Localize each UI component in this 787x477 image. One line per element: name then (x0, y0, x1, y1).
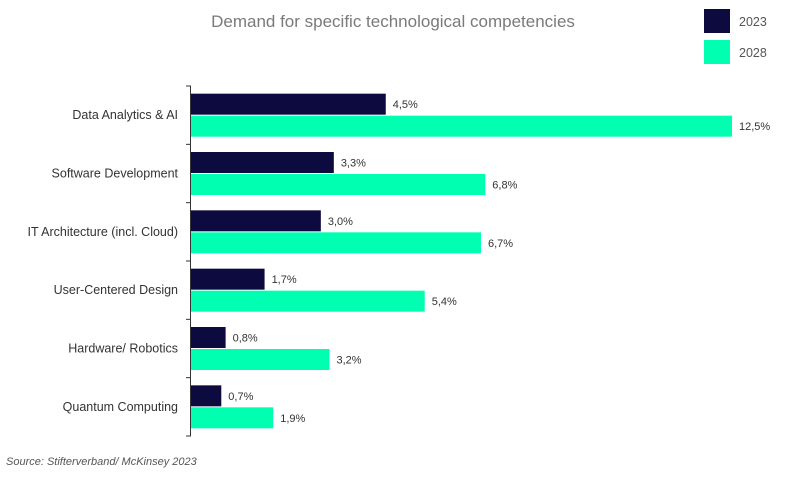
category-label: IT Architecture (incl. Cloud) (27, 225, 178, 239)
bar-2028 (191, 290, 425, 312)
category-label: Quantum Computing (63, 400, 178, 414)
category-labels: Data Analytics & AI Software Development I… (27, 108, 178, 414)
bar-2023 (191, 93, 386, 115)
data-label: 3,3% (341, 158, 366, 170)
data-label: 6,7% (488, 238, 513, 250)
legend-swatch-2023 (704, 9, 730, 33)
data-label: 1,9% (280, 413, 305, 425)
bar-2028 (191, 232, 481, 254)
data-label: 3,0% (328, 216, 353, 228)
data-label: 4,5% (393, 99, 418, 111)
data-label: 1,7% (272, 274, 297, 286)
legend-label-2028: 2028 (739, 46, 767, 60)
legend-swatch-2028 (704, 40, 730, 64)
source-note: Source: Stifterverband/ McKinsey 2023 (6, 456, 198, 468)
category-label: User-Centered Design (54, 283, 178, 297)
data-label: 0,8% (233, 333, 258, 345)
data-label: 3,2% (336, 355, 361, 367)
data-label: 0,7% (228, 391, 253, 403)
data-label: 5,4% (432, 296, 457, 308)
legend-label-2023: 2023 (739, 15, 767, 29)
data-label: 6,8% (492, 180, 517, 192)
bars (191, 93, 732, 429)
bar-2023 (191, 385, 222, 407)
bar-2028 (191, 115, 732, 137)
bar-2028 (191, 174, 486, 195)
bar-2028 (191, 407, 274, 429)
bar-2023 (191, 327, 226, 348)
chart-title: Demand for specific technological compet… (211, 12, 575, 31)
data-label: 12,5% (739, 121, 770, 133)
bar-2023 (191, 152, 334, 173)
value-labels: 4,5% 12,5% 3,3% 6,8% 3,0% 6,7% 1,7% 5,4% 0,8% 3,2… (228, 99, 770, 425)
category-label: Data Analytics & AI (72, 108, 178, 122)
category-label: Software Development (52, 167, 179, 181)
category-label: Hardware/ Robotics (68, 342, 178, 356)
bar-2023 (191, 210, 321, 232)
bar-2028 (191, 349, 330, 370)
legend: 2023 2028 (704, 9, 767, 64)
y-axis-ticks (186, 85, 191, 437)
bar-2023 (191, 268, 265, 290)
